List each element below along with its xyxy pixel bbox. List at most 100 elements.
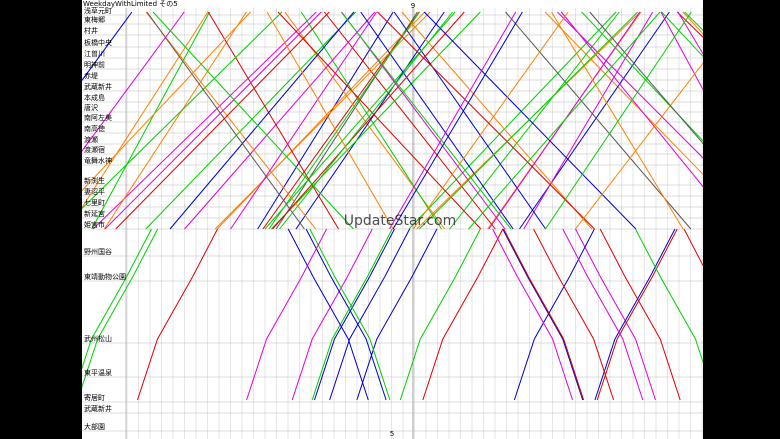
train-line [399,228,481,401]
train-line [551,11,684,230]
station-name: 新延宮 [84,209,105,218]
station-name: 南阿左美 [84,113,112,122]
train-line [635,228,703,364]
train-line [169,11,355,230]
train-line [329,228,411,401]
station-name: 浅草元町 [84,6,112,15]
station-name: 東平温泉 [84,368,112,377]
hour-label: 5 [390,430,394,438]
train-line [523,11,654,230]
train-line [599,228,681,401]
train-line [324,11,496,230]
station-name: 江曽川 [84,49,105,58]
train-line [589,11,703,145]
train-line [82,11,251,192]
station-name: 七里町 [84,198,105,207]
train-line [401,11,593,230]
train-line [377,11,595,230]
train-line [311,228,393,401]
train-line [392,11,523,230]
train-line [266,11,394,230]
station-name: 武州松山 [84,334,112,343]
train-line [270,11,481,230]
train-line [544,11,703,176]
station-name: 野州国谷 [84,247,112,256]
station-name: 村井 [84,26,98,35]
train-line [422,228,504,401]
train-line [291,228,373,401]
train-line [468,11,661,230]
train-line [287,228,369,401]
train-line [257,11,394,230]
station-name: 妻沼平 [84,187,105,196]
train-line [519,11,670,230]
train-line [502,228,584,401]
train-line [82,11,283,210]
train-line [230,11,377,230]
train-line [216,11,426,230]
station-name: 新渕生 [84,176,105,185]
train-line [262,11,420,230]
train-line [513,228,595,401]
train-line [360,11,514,230]
train-line [309,228,391,401]
train-line [92,11,317,230]
train-line [596,228,678,401]
train-line [505,11,692,230]
train-line [184,11,376,230]
train-line [356,228,438,401]
train-line [246,228,328,401]
train-line [423,11,637,230]
train-line [412,11,569,230]
train-line [575,62,703,230]
train-line [389,11,517,230]
station-name: 南高徳 [84,124,105,133]
station-name: 東靖動物公園 [84,272,126,281]
train-line [418,11,639,230]
diagram: 浅草元町東梅郷村井板橋中央江曽川明神前赤堤武蔵新井本成島唐沢南阿左美南高徳渡瀬渡… [82,0,703,439]
hour-label: 9 [411,2,415,10]
train-line [393,11,547,230]
train-line [677,11,703,55]
train-line [207,11,339,230]
train-line [277,11,482,230]
station-name: 東梅郷 [84,15,105,24]
station-name: 姫宮市 [84,220,105,229]
train-line [562,228,644,401]
title: WeekdayWithLimited その5 [83,0,178,8]
train-line [660,11,703,91]
train-line [82,228,159,389]
train-line [82,11,209,209]
train-line [503,228,585,401]
train-line [492,228,574,401]
station-name: 武蔵新井 [84,82,112,91]
train-line [91,11,210,230]
train-line [137,228,218,401]
train-line [533,228,615,401]
station-name: 本成島 [84,93,105,102]
station-name: 明神前 [84,60,105,69]
train-line [408,11,617,230]
train-line [145,11,357,230]
train-line [146,11,305,230]
train-line [661,11,703,58]
train-line [115,11,330,230]
station-name: 唐沢 [84,103,98,112]
train-line [82,228,152,370]
train-line [575,228,656,401]
train-line [594,228,676,401]
train-line [545,11,692,230]
train-line [305,228,387,401]
train-line [340,11,512,230]
station-name: 渡瀬 [84,135,98,144]
watermark: UpdateStar.com [344,213,456,229]
train-line [683,228,703,267]
station-name: 竜舞水神 [84,156,112,165]
train-line [103,11,247,230]
train-line [557,11,703,159]
station-name: 大部園 [84,422,105,431]
canvas [82,0,703,439]
train-line [82,11,185,152]
train-line [152,11,354,230]
